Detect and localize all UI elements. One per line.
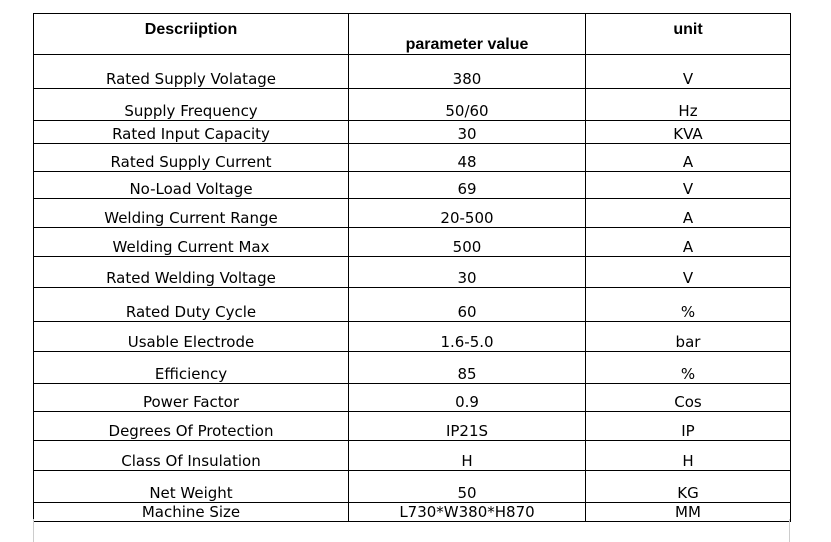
row-unit: A [585, 143, 791, 172]
table-row: Rated Supply Current 48 A [33, 143, 791, 172]
row-unit: A [585, 227, 791, 257]
row-unit: bar [585, 321, 791, 352]
row-unit: MM [585, 502, 791, 522]
row-unit: V [585, 256, 791, 288]
row-parameter-value: L730*W380*H870 [348, 502, 586, 522]
header-description: Descriiption [33, 13, 349, 55]
row-parameter-value: 500 [348, 227, 586, 257]
row-description: Efficiency [33, 351, 349, 384]
table-row: Machine Size L730*W380*H870 MM [33, 502, 791, 522]
row-description: Rated Input Capacity [33, 120, 349, 144]
row-unit: A [585, 198, 791, 228]
row-unit: % [585, 351, 791, 384]
header-unit: unit [585, 13, 791, 55]
row-description: Rated Supply Current [33, 143, 349, 172]
table-row: Rated Duty Cycle 60% [33, 287, 791, 322]
row-description: Rated Supply Volatage [33, 54, 349, 89]
row-parameter-value: 69 [348, 171, 586, 199]
header-parameter-value: parameter value [348, 13, 586, 55]
row-unit: KVA [585, 120, 791, 144]
row-parameter-value: H [348, 440, 586, 471]
row-unit: H [585, 440, 791, 471]
row-parameter-value: 30 [348, 120, 586, 144]
row-description: No-Load Voltage [33, 171, 349, 199]
table-row: Rated Input Capacity 30 KVA [33, 120, 791, 144]
row-description: Supply Frequency [33, 88, 349, 121]
row-description: Usable Electrode [33, 321, 349, 352]
table-row: Efficiency 85% [33, 351, 791, 384]
table-row: Rated Welding Voltage 30 V [33, 256, 791, 288]
table-row: Welding Current Max 500 A [33, 227, 791, 257]
row-description: Degrees Of Protection [33, 411, 349, 441]
row-parameter-value: 48 [348, 143, 586, 172]
page-edge-line-left [33, 519, 34, 542]
table-row: No-Load Voltage 69 V [33, 171, 791, 199]
table-row: Usable Electrode 1.6-5.0 bar [33, 321, 791, 352]
row-description: Rated Duty Cycle [33, 287, 349, 322]
row-parameter-value: 30 [348, 256, 586, 288]
row-description: Welding Current Max [33, 227, 349, 257]
table-row: Class Of Insulation H H [33, 440, 791, 471]
row-parameter-value: 0.9 [348, 383, 586, 412]
row-description: Power Factor [33, 383, 349, 412]
row-parameter-value: 85 [348, 351, 586, 384]
row-description: Machine Size [33, 502, 349, 522]
table-row: Welding Current Range 20-500 A [33, 198, 791, 228]
row-parameter-value: 50 [348, 470, 586, 503]
table-row: Power Factor 0.9 Cos [33, 383, 791, 412]
spec-table: Descriiption parameter value unit Rated … [33, 13, 791, 522]
header-row: Descriiption parameter value unit [33, 13, 791, 55]
row-description: Rated Welding Voltage [33, 256, 349, 288]
spec-table-body: Rated Supply Volatage 380 V Supply Frequenc… [33, 54, 791, 522]
row-unit: Hz [585, 88, 791, 121]
row-parameter-value: 380 [348, 54, 586, 89]
row-description: Class Of Insulation [33, 440, 349, 471]
row-unit: IP [585, 411, 791, 441]
table-row: Rated Supply Volatage 380 V [33, 54, 791, 89]
table-row: Degrees Of Protection IP21S IP [33, 411, 791, 441]
row-unit: Cos [585, 383, 791, 412]
row-parameter-value: 20-500 [348, 198, 586, 228]
row-parameter-value: 1.6-5.0 [348, 321, 586, 352]
row-parameter-value: 60 [348, 287, 586, 322]
row-unit: V [585, 54, 791, 89]
row-unit: V [585, 171, 791, 199]
table-row: Supply Frequency 50/60 Hz [33, 88, 791, 121]
row-parameter-value: IP21S [348, 411, 586, 441]
page-edge-line-right [789, 519, 790, 542]
row-parameter-value: 50/60 [348, 88, 586, 121]
row-unit: KG [585, 470, 791, 503]
row-description: Net Weight [33, 470, 349, 503]
row-description: Welding Current Range [33, 198, 349, 228]
table-row: Net Weight 50 KG [33, 470, 791, 503]
row-unit: % [585, 287, 791, 322]
